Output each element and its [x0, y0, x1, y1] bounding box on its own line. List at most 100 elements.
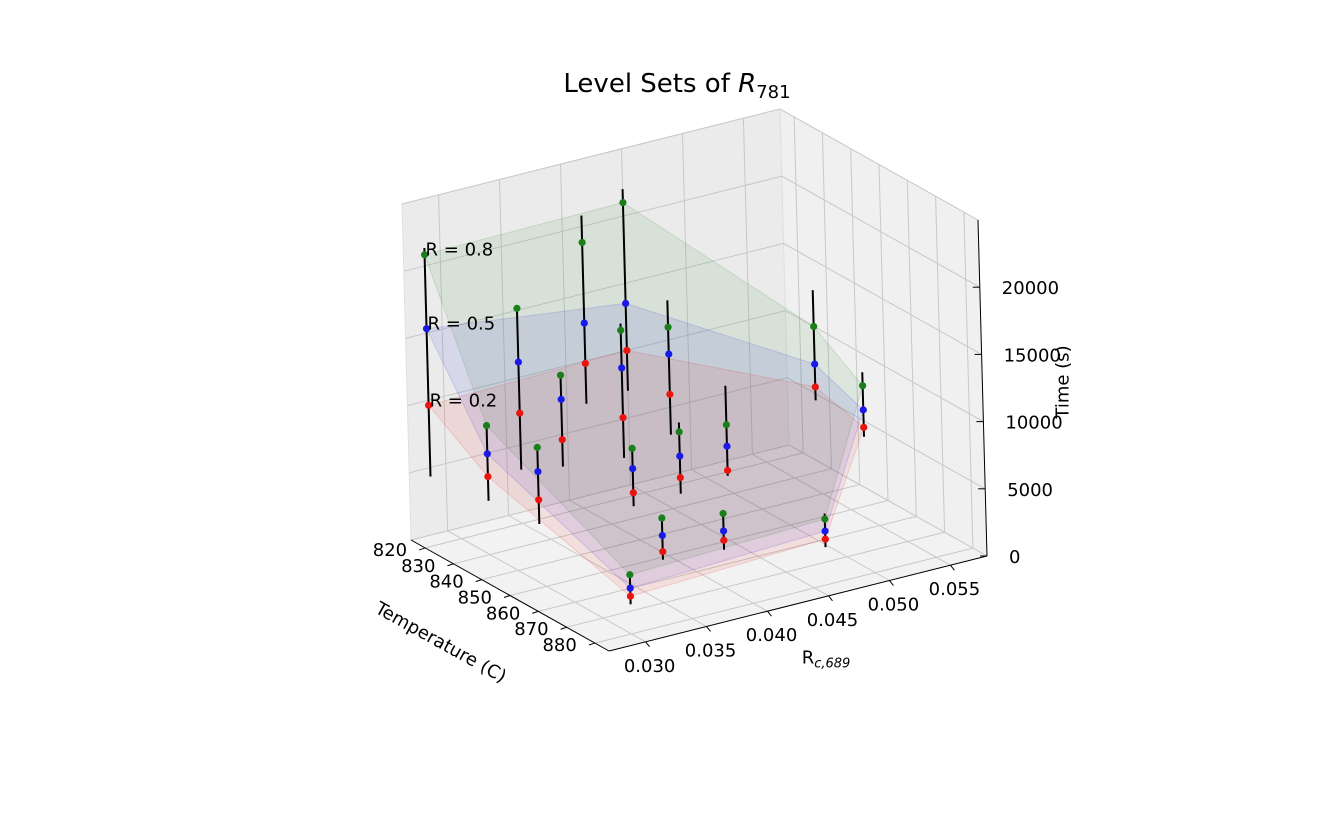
x-tick-label-6: 880 [542, 635, 576, 656]
point-R05-14 [723, 442, 731, 450]
point-R02-1 [484, 473, 492, 481]
y-axis-label: Rc,689 [802, 648, 851, 672]
point-R08-15 [821, 515, 829, 523]
point-R02-5 [558, 436, 566, 444]
point-R08-2 [533, 443, 541, 451]
y-tick-1 [706, 626, 711, 632]
title-subscript: 781 [756, 82, 790, 103]
point-R08-7 [658, 514, 666, 522]
y-axis-line [608, 555, 988, 652]
error-bar-8 [580, 215, 588, 404]
x-tick-label-3: 850 [458, 588, 492, 609]
point-R02-9 [619, 414, 627, 422]
error-bar-13 [666, 300, 672, 435]
point-R08-16 [810, 322, 818, 331]
y-tick-2 [767, 610, 772, 617]
chart-title: Level Sets of R781 [563, 69, 790, 103]
x-tick-4 [532, 610, 539, 614]
error-bar-16 [811, 290, 817, 401]
error-bar-0 [423, 248, 432, 477]
point-R02-3 [626, 592, 635, 600]
x-tick-label-4: 860 [486, 603, 520, 624]
point-R05-7 [658, 531, 666, 540]
error-bar-1 [485, 425, 490, 501]
point-R08-9 [617, 326, 625, 334]
y-label-base: R [802, 648, 815, 669]
point-R02-12 [623, 346, 631, 355]
point-R02-10 [676, 473, 684, 482]
grid-z [407, 310, 984, 423]
point-R08-5 [556, 371, 565, 379]
x-tick-label-2: 840 [429, 572, 463, 593]
point-R02-0 [424, 401, 433, 409]
x-tick-label-1: 830 [401, 556, 435, 577]
grid-z [401, 108, 979, 221]
point-R05-5 [557, 395, 565, 403]
point-R08-0 [420, 251, 429, 259]
point-R05-13 [665, 350, 673, 358]
y-tick-4 [889, 580, 894, 586]
error-bar-5 [559, 375, 564, 467]
surface-R05 [425, 302, 864, 589]
point-R05-16 [811, 360, 819, 368]
error-bar-2 [536, 444, 541, 525]
annotation-R05: R = 0.5 [428, 314, 496, 335]
error-bar-9 [619, 323, 626, 458]
x-tick-6 [588, 642, 596, 646]
point-R05-11 [719, 527, 728, 535]
point-R02-8 [581, 359, 589, 368]
x-tick-0 [418, 547, 426, 551]
point-R08-8 [578, 238, 586, 247]
error-bar-14 [724, 385, 729, 476]
point-R05-2 [534, 467, 542, 476]
point-R05-10 [676, 452, 684, 460]
y-tick-label-1: 0.035 [685, 640, 737, 661]
z-axis-label: Time (s) [1053, 345, 1074, 419]
point-R02-13 [666, 390, 674, 398]
x-tick-1 [447, 563, 454, 567]
error-bar-6 [631, 448, 635, 507]
point-R02-4 [516, 409, 524, 417]
annotations: R = 0.8 R = 0.5 R = 0.2 [426, 240, 498, 412]
title-prefix: Level Sets of [563, 69, 738, 99]
z-tick-label-1: 5000 [1007, 480, 1053, 501]
grid-z [403, 175, 981, 288]
point-R08-12 [619, 198, 627, 207]
point-R02-16 [811, 383, 819, 391]
point-R02-17 [860, 423, 868, 431]
point-R08-10 [675, 428, 683, 436]
axis-panes [401, 108, 989, 652]
point-R05-8 [580, 319, 588, 327]
point-R05-1 [483, 450, 491, 458]
point-R05-0 [422, 325, 431, 333]
point-R05-4 [514, 358, 522, 366]
surface-R02 [427, 349, 865, 597]
grid-z [405, 242, 982, 355]
z-tick-label-3: 15000 [1004, 345, 1061, 366]
point-R08-3 [626, 571, 634, 579]
y-tick-3 [828, 595, 833, 602]
z-axis-line [977, 219, 988, 557]
point-R08-13 [664, 323, 672, 331]
y-label-subscript: c,689 [814, 657, 850, 672]
point-R08-14 [722, 421, 730, 429]
x-tick-3 [503, 595, 511, 598]
x-tick-label-5: 870 [514, 619, 548, 640]
error-bar-4 [515, 308, 523, 470]
y-tick-label-2: 0.040 [746, 625, 798, 646]
point-R02-7 [659, 548, 667, 556]
point-R02-15 [821, 535, 829, 543]
point-R08-1 [482, 421, 491, 430]
annotation-R08: R = 0.8 [426, 240, 494, 261]
x-tick-2 [475, 579, 482, 583]
y-tick-5 [950, 564, 955, 571]
y-tick-label-5: 0.055 [929, 579, 981, 600]
point-R05-6 [629, 464, 637, 473]
title-text: Level Sets of R781 [563, 69, 790, 103]
point-R05-17 [859, 406, 867, 414]
point-R08-6 [628, 444, 636, 453]
y-tick-label-4: 0.050 [868, 595, 920, 616]
point-R05-3 [626, 584, 634, 592]
point-R02-14 [724, 466, 732, 475]
